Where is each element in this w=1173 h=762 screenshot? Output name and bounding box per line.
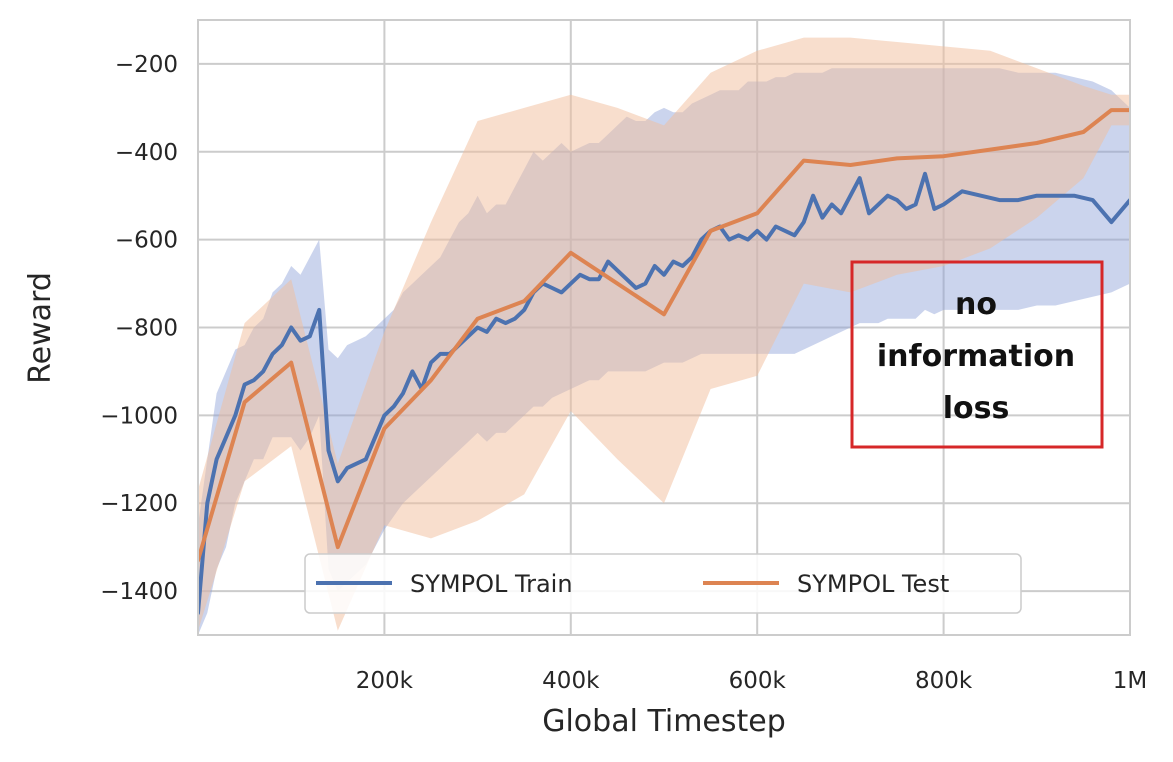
x-axis-label: Global Timestep — [542, 704, 786, 739]
y-tick-label: −200 — [115, 52, 178, 78]
y-tick-label: −800 — [115, 316, 178, 342]
x-tick-label: 400k — [542, 668, 600, 694]
legend-box — [304, 553, 1022, 614]
legend: SYMPOL Train SYMPOL Test — [304, 553, 1022, 614]
series-line-test — [198, 108, 1130, 563]
annotation-line-1: no — [955, 287, 997, 322]
y-tick-label: −1000 — [100, 403, 178, 429]
y-tick-label: −1400 — [100, 579, 178, 605]
y-tick-labels: −200 −400 −600 −800 −1000 −1200 −1400 — [100, 52, 178, 605]
plot-frame — [197, 19, 1131, 636]
annotation-box: no information loss — [850, 260, 1104, 449]
confidence-band-test — [198, 37, 1130, 631]
y-axis-label: Reward — [23, 272, 58, 384]
series-lines — [198, 108, 1130, 615]
x-tick-label: 1M — [1113, 668, 1147, 694]
x-tick-label: 600k — [729, 668, 787, 694]
legend-label-train: SYMPOL Train — [410, 570, 573, 598]
legend-label-test: SYMPOL Test — [797, 570, 949, 598]
series-line-train — [198, 171, 1130, 615]
confidence-bands — [198, 37, 1130, 635]
x-tick-label: 800k — [915, 668, 973, 694]
annotation-line-2: information — [877, 339, 1075, 374]
y-tick-label: −400 — [115, 140, 178, 166]
annotation-border — [850, 260, 1104, 449]
annotation-line-3: loss — [943, 391, 1010, 426]
y-tick-label: −600 — [115, 228, 178, 254]
x-tick-label: 200k — [356, 668, 414, 694]
x-tick-labels: 200k 400k 600k 800k 1M — [356, 668, 1147, 694]
y-tick-label: −1200 — [100, 491, 178, 517]
